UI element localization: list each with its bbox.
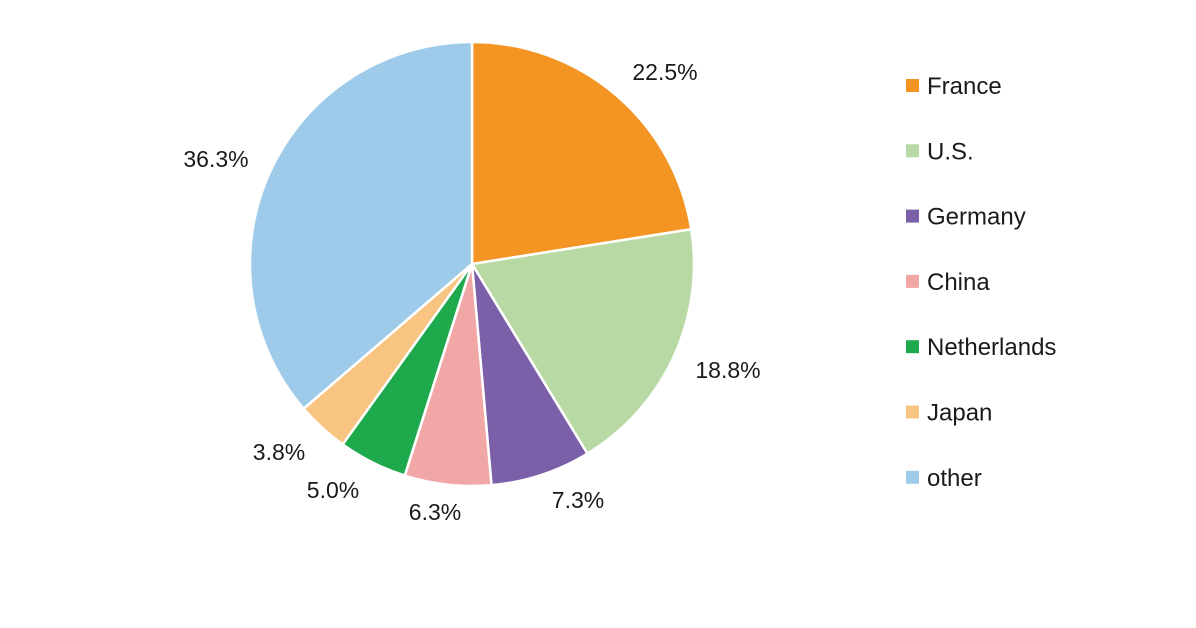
pie-slice-other	[248, 40, 474, 410]
legend-item-france: France	[906, 73, 1002, 100]
legend-label: Germany	[927, 204, 1026, 231]
legend-label: France	[927, 73, 1002, 100]
slice-label-china: 6.3%	[409, 499, 461, 525]
slice-label-japan: 3.8%	[253, 439, 305, 465]
legend-swatch	[906, 209, 919, 223]
legend: France U.S. Germany China Netherlands Japan ot…	[906, 73, 1056, 492]
slice-label-u-s: 18.8%	[695, 357, 760, 383]
legend-label: Netherlands	[927, 334, 1056, 361]
pie-slice-germany	[470, 262, 589, 487]
legend-item-netherlands: Netherlands	[906, 334, 1056, 361]
legend-label: other	[927, 465, 982, 492]
legend-item-china: China	[906, 269, 990, 296]
pie-slice-u-s	[470, 228, 696, 455]
legend-item-other: other	[906, 465, 982, 492]
legend-swatch	[906, 79, 919, 92]
legend-label: U.S.	[927, 138, 974, 165]
slice-label-germany: 7.3%	[552, 487, 604, 513]
legend-swatch	[906, 405, 919, 419]
legend-item-u-s: U.S.	[906, 138, 974, 165]
legend-label: China	[927, 269, 990, 296]
legend-label: Japan	[927, 400, 992, 427]
legend-swatch	[906, 470, 919, 484]
pie-slice-france	[470, 40, 693, 266]
legend-item-germany: Germany	[906, 204, 1026, 231]
legend-swatch	[906, 144, 919, 158]
legend-swatch	[906, 274, 919, 288]
legend-swatch	[906, 340, 919, 354]
slice-label-france: 22.5%	[632, 59, 697, 85]
slice-label-netherlands: 5.0%	[307, 477, 359, 503]
legend-item-japan: Japan	[906, 400, 992, 427]
pie-slices	[248, 40, 696, 488]
slice-label-other: 36.3%	[183, 146, 248, 172]
slice-percentage-labels: 22.5% 18.8% 7.3% 6.3% 5.0%3.8% 36.3%	[183, 59, 760, 525]
